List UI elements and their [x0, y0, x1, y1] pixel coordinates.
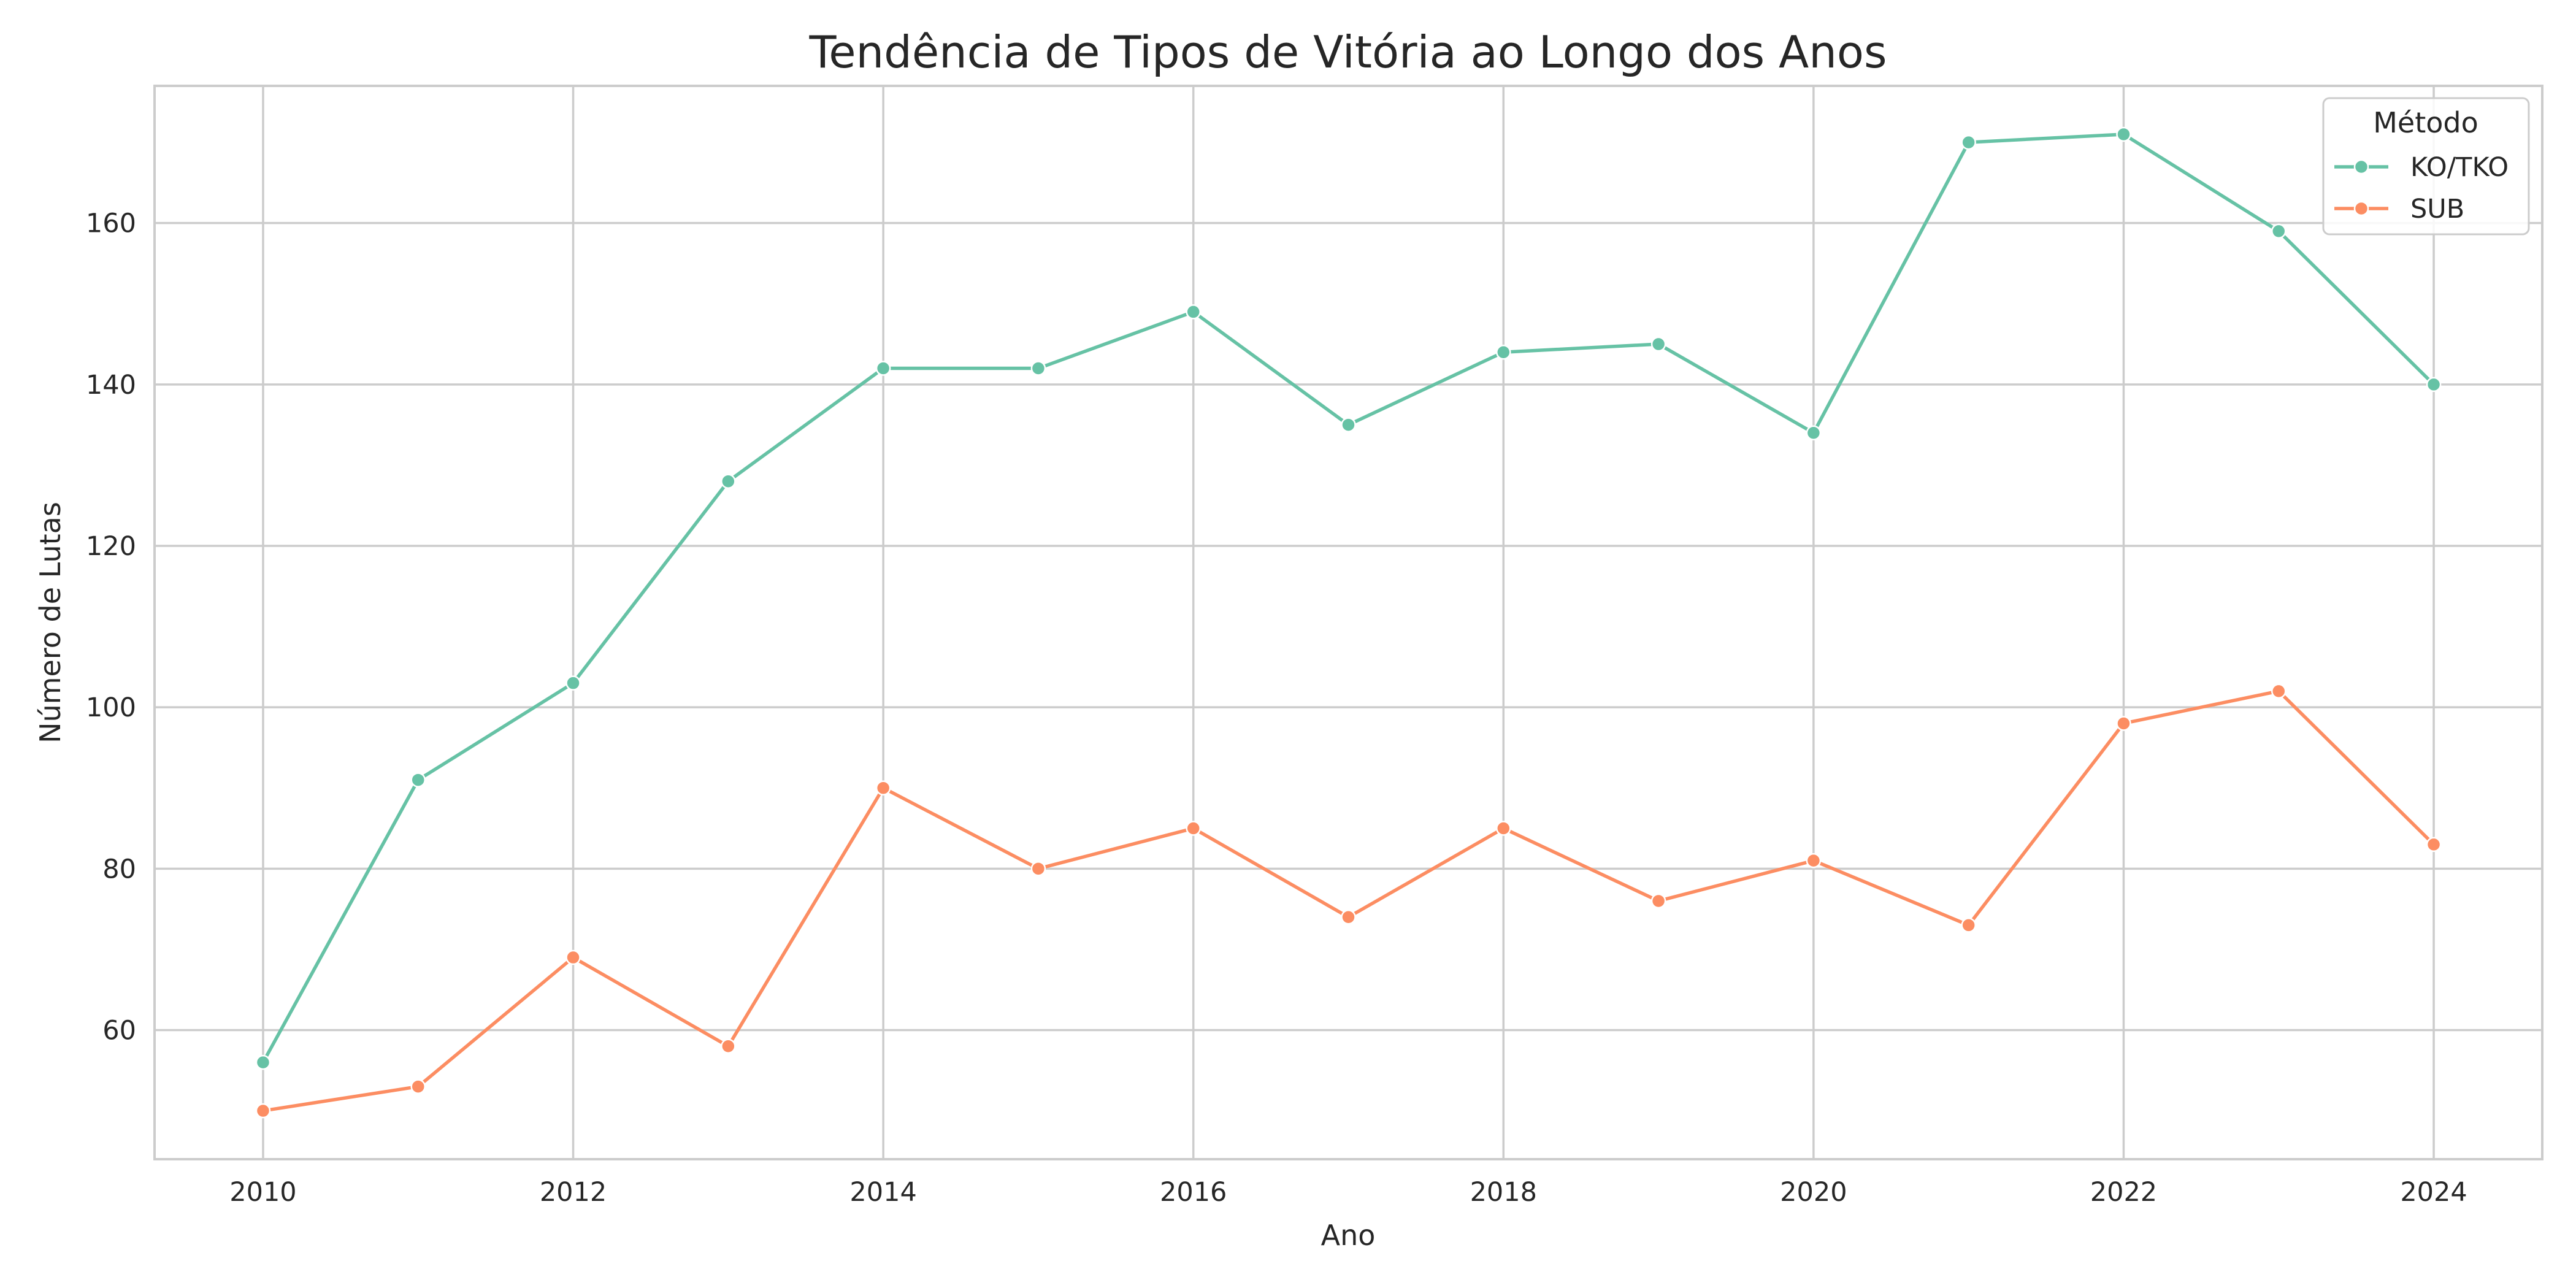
x-tick-label: 2020 [1780, 1177, 1847, 1208]
legend-label: KO/TKO [2410, 152, 2509, 183]
y-tick-label: 160 [86, 209, 136, 239]
data-point [1030, 861, 1046, 876]
legend-items: KO/TKO SUB [2334, 152, 2509, 224]
y-tick-label: 100 [86, 692, 136, 723]
data-point [1186, 821, 1201, 836]
legend-label: SUB [2410, 194, 2464, 224]
legend-marker [2353, 159, 2369, 175]
data-point [1806, 425, 1822, 441]
data-point [1496, 821, 1511, 836]
data-point [255, 1103, 271, 1119]
data-point [1496, 344, 1511, 360]
data-point [565, 675, 581, 691]
plot-frame [153, 85, 2543, 1160]
x-tick-label: 2010 [229, 1177, 296, 1208]
data-point [721, 1038, 736, 1054]
data-point [1650, 893, 1666, 909]
data-point [410, 772, 426, 788]
series-line [263, 689, 2435, 1113]
y-tick-label: 60 [102, 1015, 136, 1046]
x-tick-label: 2018 [1470, 1177, 1537, 1208]
legend-title: Método [2373, 106, 2478, 139]
data-point [255, 1054, 271, 1070]
data-point [1961, 918, 1976, 933]
x-tick-label: 2012 [540, 1177, 607, 1208]
y-tick-label: 80 [102, 854, 136, 884]
series-sub [255, 683, 2442, 1119]
x-gridlines [262, 86, 2435, 1159]
y-gridlines [155, 221, 2542, 1032]
data-point [1650, 336, 1666, 352]
x-tick-label: 2024 [2400, 1177, 2467, 1208]
data-point [2116, 716, 2131, 731]
data-point [2271, 683, 2287, 699]
data-point [1030, 361, 1046, 376]
y-tick-label: 120 [86, 531, 136, 562]
legend-marker [2353, 201, 2369, 217]
y-axis-label: Número de Lutas [34, 502, 67, 743]
x-tick-label: 2016 [1160, 1177, 1227, 1208]
legend-item: KO/TKO [2334, 152, 2509, 183]
legend: Método KO/TKO SUB [2322, 97, 2530, 236]
data-point [565, 949, 581, 965]
data-point [2426, 377, 2442, 393]
x-tick-label: 2022 [2090, 1177, 2157, 1208]
data-point [1961, 134, 1976, 150]
x-tick-label: 2014 [849, 1177, 916, 1208]
legend-item: SUB [2334, 194, 2464, 224]
legend-box [2322, 97, 2530, 236]
data-point [2426, 837, 2442, 853]
data-point [2271, 223, 2287, 239]
data-point [1806, 853, 1822, 868]
data-point [875, 780, 891, 795]
series-layer [255, 126, 2442, 1119]
x-tick-labels: 2010 2012 2014 2016 2018 2020 2022 2024 [229, 1177, 2467, 1208]
series-ko-tko [255, 126, 2442, 1070]
x-axis-label: Ano [1321, 1219, 1376, 1252]
chart-title: Tendência de Tipos de Vitória ao Longo d… [808, 26, 1887, 78]
y-tick-labels: 60 80 100 120 140 160 [86, 209, 136, 1046]
data-point [1186, 304, 1201, 320]
data-point [721, 473, 736, 489]
data-point [1341, 417, 1356, 432]
data-point [410, 1079, 426, 1094]
data-point [875, 361, 891, 376]
data-point [1341, 910, 1356, 925]
data-point [2116, 126, 2131, 142]
y-tick-label: 140 [86, 370, 136, 401]
